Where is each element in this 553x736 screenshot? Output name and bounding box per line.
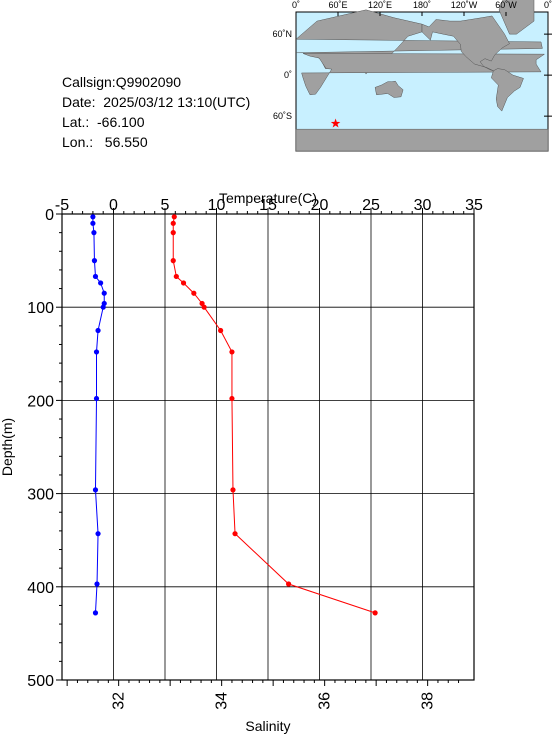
map-lon-label: 60˚E bbox=[328, 0, 347, 10]
date-text: Date: 2025/03/12 13:10(UTC) bbox=[62, 94, 251, 110]
temperature-point bbox=[286, 581, 292, 587]
temperature-point bbox=[173, 273, 179, 280]
map-landmass bbox=[374, 80, 404, 98]
salinity-point bbox=[94, 581, 100, 587]
salinity-point bbox=[92, 610, 99, 616]
map-lon-label: 0˚ bbox=[292, 0, 300, 10]
top-axis-tick-label: 30 bbox=[414, 197, 432, 214]
bottom-axis-tick-label: 36 bbox=[317, 692, 334, 710]
map-landmass bbox=[498, 0, 535, 35]
salinity-point bbox=[93, 395, 100, 402]
top-axis-tick-label: -5 bbox=[55, 197, 69, 214]
salinity-point bbox=[90, 220, 96, 226]
top-axis-tick-label: 15 bbox=[259, 197, 277, 214]
temperature-point bbox=[170, 220, 176, 226]
map-lon-label: 60˚W bbox=[495, 0, 517, 10]
station-info: Callsign:Q9902090 Date: 2025/03/12 13:10… bbox=[62, 72, 250, 152]
left-axis-tick-label: 0 bbox=[45, 207, 54, 224]
left-axis-tick-label: 500 bbox=[27, 673, 54, 690]
salinity-point bbox=[93, 349, 100, 355]
bottom-axis-tick-label: 34 bbox=[214, 692, 231, 710]
top-axis-tick-label: 10 bbox=[208, 197, 226, 214]
map-lat-label: 60˚S bbox=[273, 111, 292, 121]
temperature-point bbox=[229, 395, 235, 402]
temperature-point bbox=[170, 230, 176, 236]
left-axis-tick-label: 300 bbox=[27, 487, 54, 504]
left-axis-tick-label: 400 bbox=[27, 580, 54, 597]
salinity-point bbox=[90, 214, 96, 220]
temperature-point bbox=[372, 610, 378, 616]
salinity-point bbox=[91, 258, 98, 264]
salinity-point bbox=[95, 531, 101, 537]
salinity-point bbox=[100, 304, 106, 310]
temperature-series bbox=[170, 214, 378, 616]
temperature-point bbox=[229, 349, 235, 355]
bottom-axis-tick-label: 32 bbox=[111, 692, 128, 710]
temperature-point bbox=[171, 214, 177, 220]
top-axis-tick-label: 35 bbox=[465, 197, 483, 214]
temperature-point bbox=[230, 487, 236, 493]
top-axis-tick-label: 0 bbox=[109, 197, 118, 214]
salinity-point bbox=[101, 290, 107, 296]
map-lon-label: 0˚ bbox=[544, 0, 552, 10]
salinity-point bbox=[92, 273, 99, 280]
map-lon-label: 120˚E bbox=[368, 0, 392, 10]
latitude-text: Lat.: -66.100 bbox=[62, 114, 145, 130]
map-lon-label: 180˚ bbox=[413, 0, 431, 10]
map-lon-label: 120˚W bbox=[451, 0, 478, 10]
salinity-point bbox=[91, 230, 97, 236]
temperature-line bbox=[172, 216, 376, 614]
salinity-point bbox=[95, 327, 101, 334]
salinity-point bbox=[98, 280, 104, 286]
top-axis-tick-label: 25 bbox=[362, 197, 380, 214]
top-axis-tick-label: 5 bbox=[161, 197, 170, 214]
left-axis-title: Depth(m) bbox=[0, 418, 15, 476]
map-land bbox=[295, 0, 549, 152]
salinity-point bbox=[92, 487, 99, 493]
temperature-point bbox=[218, 327, 224, 334]
temperature-point bbox=[232, 531, 238, 537]
map-lat-label: 0˚ bbox=[284, 70, 292, 80]
map-station-marker bbox=[330, 118, 341, 128]
map-landmass bbox=[491, 68, 524, 112]
map-landmass bbox=[421, 15, 510, 72]
temperature-point bbox=[191, 290, 197, 296]
temperature-point bbox=[170, 258, 176, 264]
temperature-point bbox=[201, 304, 207, 310]
temperature-point bbox=[180, 280, 187, 286]
left-axis-tick-label: 100 bbox=[27, 300, 54, 317]
longitude-text: Lon.: 56.550 bbox=[62, 134, 148, 150]
bottom-axis-title: Salinity bbox=[245, 718, 290, 734]
map-landmass bbox=[301, 53, 546, 96]
top-axis-title: Temperature(C) bbox=[219, 190, 317, 206]
bottom-axis-tick-label: 38 bbox=[420, 692, 437, 710]
left-axis-tick-label: 200 bbox=[27, 393, 54, 410]
callsign-text: Callsign:Q9902090 bbox=[62, 74, 182, 90]
top-axis-tick-label: 20 bbox=[311, 197, 329, 214]
salinity-series bbox=[90, 214, 107, 616]
location-map: 0˚ 60˚E 120˚E 180˚ 120˚W 60˚W 0˚ 60˚N 0˚ 60˚S bbox=[272, 0, 552, 152]
map-landmass bbox=[295, 128, 549, 152]
map-lat-label: 60˚N bbox=[272, 29, 292, 39]
